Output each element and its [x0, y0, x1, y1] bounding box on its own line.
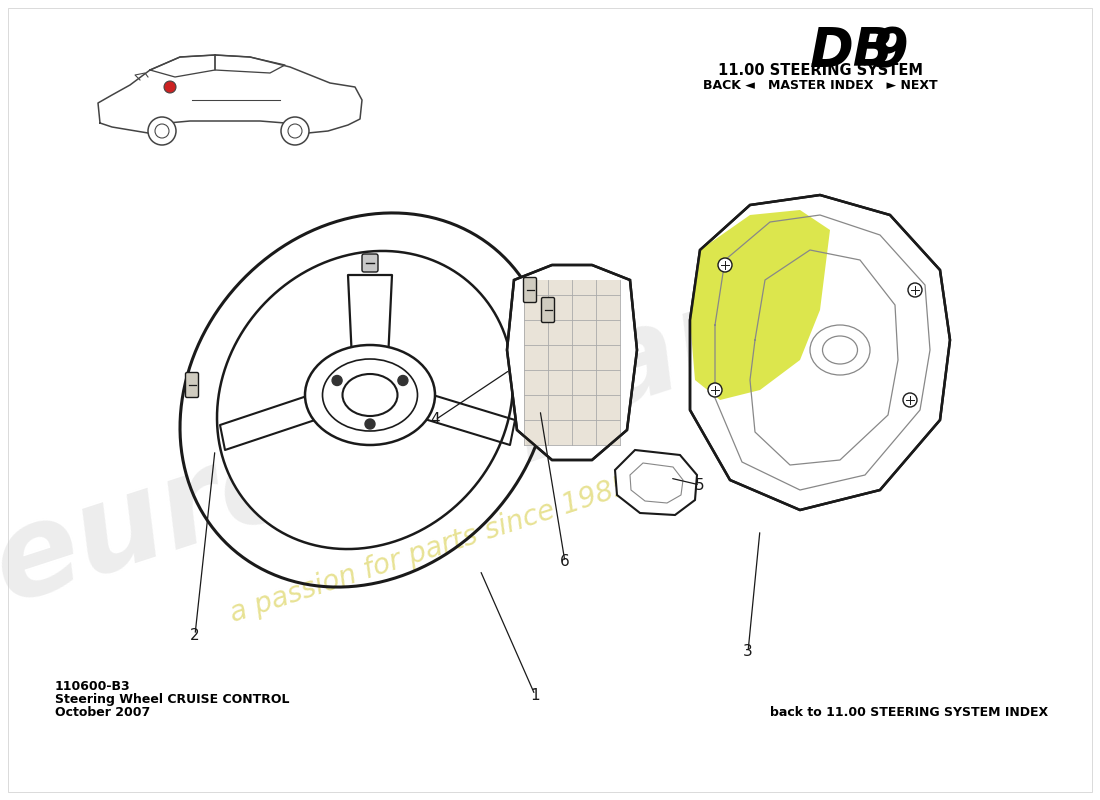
- Text: Steering Wheel CRUISE CONTROL: Steering Wheel CRUISE CONTROL: [55, 693, 289, 706]
- Polygon shape: [507, 265, 637, 460]
- Polygon shape: [690, 210, 830, 400]
- Circle shape: [332, 375, 342, 386]
- Polygon shape: [348, 275, 392, 360]
- Circle shape: [398, 375, 408, 386]
- Text: BACK ◄   MASTER INDEX   ► NEXT: BACK ◄ MASTER INDEX ► NEXT: [703, 79, 937, 92]
- Polygon shape: [615, 450, 697, 515]
- Text: a passion for parts since 1985: a passion for parts since 1985: [227, 472, 634, 628]
- Circle shape: [908, 283, 922, 297]
- Text: 1: 1: [530, 687, 540, 702]
- Text: 11.00 STEERING SYSTEM: 11.00 STEERING SYSTEM: [717, 63, 923, 78]
- Polygon shape: [524, 280, 620, 445]
- Circle shape: [365, 419, 375, 429]
- FancyBboxPatch shape: [541, 298, 554, 322]
- Text: 2: 2: [190, 627, 200, 642]
- Text: 4: 4: [430, 413, 440, 427]
- Text: October 2007: October 2007: [55, 706, 151, 719]
- Ellipse shape: [305, 345, 434, 445]
- Text: 6: 6: [560, 554, 570, 570]
- Text: DB: DB: [810, 25, 894, 77]
- Circle shape: [718, 258, 732, 272]
- Text: eurocarparts: eurocarparts: [0, 232, 882, 628]
- Circle shape: [280, 117, 309, 145]
- Circle shape: [903, 393, 917, 407]
- Circle shape: [164, 81, 176, 93]
- FancyBboxPatch shape: [362, 254, 378, 272]
- Polygon shape: [220, 385, 345, 450]
- Text: 9: 9: [872, 25, 909, 77]
- FancyBboxPatch shape: [524, 278, 537, 302]
- FancyBboxPatch shape: [186, 373, 198, 398]
- Text: 3: 3: [744, 645, 752, 659]
- Text: 5: 5: [695, 478, 705, 493]
- Polygon shape: [690, 195, 950, 510]
- Circle shape: [148, 117, 176, 145]
- Circle shape: [708, 383, 722, 397]
- Polygon shape: [217, 251, 513, 549]
- Polygon shape: [395, 385, 515, 445]
- Text: 110600-B3: 110600-B3: [55, 680, 131, 693]
- Text: back to 11.00 STEERING SYSTEM INDEX: back to 11.00 STEERING SYSTEM INDEX: [770, 706, 1048, 719]
